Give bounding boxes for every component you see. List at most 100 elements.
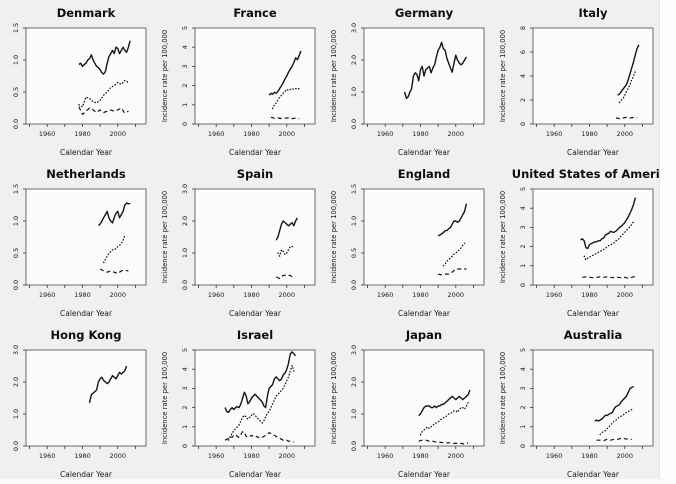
chart-title: Spain <box>237 167 273 181</box>
y-tick-label: 4 <box>519 206 527 210</box>
y-tick-label: 1.5 <box>350 184 358 194</box>
x-tick-label: 1980 <box>74 291 91 299</box>
dotted-series-line <box>599 408 633 436</box>
dotted-series-line <box>419 402 469 436</box>
x-tick-label: 1980 <box>581 291 598 299</box>
dotted-series-line <box>277 245 295 257</box>
dashed-series-line <box>596 437 632 442</box>
x-tick-label: 2000 <box>447 130 464 138</box>
chart-panel: Hong Kong 1960 1980 2000 0.0 1.0 2.0 3.0 Calenda… <box>0 322 155 483</box>
solid-series-line <box>617 44 640 96</box>
y-tick-label: 2.0 <box>181 216 189 226</box>
x-tick-label: 1960 <box>377 291 394 299</box>
x-tick-label: 2000 <box>616 291 633 299</box>
y-tick-label: 2.0 <box>350 55 358 65</box>
solid-series-line <box>275 217 299 241</box>
y-tick-label: 3 <box>181 64 189 68</box>
x-tick-label: 1960 <box>546 452 563 460</box>
y-tick-label: 0.5 <box>350 248 358 258</box>
dotted-series-line <box>271 87 300 110</box>
bottom-margin-strip <box>0 479 676 484</box>
plot-svg: Japan 1960 1980 2000 0.0 1.0 2.0 3.0 Calendar Ye… <box>330 328 485 479</box>
y-tick-label: 3.0 <box>350 345 358 355</box>
dotted-series-line <box>618 70 637 104</box>
y-tick-label: 1 <box>181 103 189 107</box>
x-tick-label: 2000 <box>278 291 295 299</box>
plot-svg: Netherlands 1960 1980 2000 0.0 0.5 1.0 1.5 Calen… <box>12 167 147 318</box>
x-tick-label: 1980 <box>581 452 598 460</box>
chart-title: Germany <box>395 6 454 20</box>
x-tick-label: 1980 <box>243 291 260 299</box>
x-tick-label: 1980 <box>412 130 429 138</box>
x-axis-label: Calendar Year <box>60 148 113 157</box>
chart-panel: Denmark 1960 1980 2000 0.0 0.5 1.0 1.5 Calendar … <box>0 0 155 161</box>
y-axis-label: Incidence rate per 100,000 <box>161 30 169 122</box>
x-tick-label: 1960 <box>377 130 394 138</box>
chart-title: Netherlands <box>46 167 126 181</box>
solid-series-line <box>224 351 297 414</box>
y-tick-label: 0 <box>181 122 189 126</box>
dashed-series-line <box>582 275 636 279</box>
chart-panel: Australia 1960 1980 2000 0 1 2 3 4 5 Calendar Year… <box>493 322 662 483</box>
y-tick-label: 3 <box>181 386 189 390</box>
x-tick-label: 2000 <box>109 291 126 299</box>
plot-svg: England 1960 1980 2000 0.0 0.5 1.0 1.5 Calendar … <box>330 167 485 318</box>
x-tick-label: 1980 <box>412 291 429 299</box>
plot-svg: United States of America 1960 1980 2000 0 1 2 3… <box>499 167 674 318</box>
solid-series-line <box>88 365 128 403</box>
plot-svg: Australia 1960 1980 2000 0 1 2 3 4 5 Calendar Year… <box>499 328 654 479</box>
y-tick-label: 0 <box>519 122 527 126</box>
solid-series-line <box>418 389 471 417</box>
solid-series-line <box>580 197 637 250</box>
x-axis-label: Calendar Year <box>567 470 620 479</box>
x-tick-label: 1960 <box>39 452 56 460</box>
y-tick-label: 4 <box>519 74 527 78</box>
dotted-series-line <box>78 79 130 108</box>
y-tick-label: 3 <box>519 225 527 229</box>
dashed-series-line <box>270 116 300 120</box>
y-tick-label: 3.0 <box>181 184 189 194</box>
y-axis-label: Incidence rate per 100,000 <box>161 352 169 444</box>
x-tick-label: 1960 <box>208 130 225 138</box>
x-axis-label: Calendar Year <box>398 148 451 157</box>
y-axis-label: Incidence rate per 100,000 <box>330 352 338 444</box>
y-tick-label: 1.0 <box>350 216 358 226</box>
x-tick-label: 1980 <box>74 130 91 138</box>
x-axis-label: Calendar Year <box>229 148 282 157</box>
right-margin-strip <box>659 0 676 484</box>
plot-svg: Germany 1960 1980 2000 0.0 1.0 2.0 3.0 Calendar … <box>330 6 485 157</box>
dashed-series-line <box>78 106 129 116</box>
y-tick-label: 0.0 <box>12 441 20 451</box>
solid-series-line <box>268 50 302 96</box>
y-tick-label: 1.0 <box>12 55 20 65</box>
x-tick-label: 2000 <box>109 130 126 138</box>
chart-title: Denmark <box>57 6 116 20</box>
plot-svg: Spain 1960 1980 2000 0.0 1.0 2.0 3.0 Calendar Ye… <box>161 167 316 318</box>
y-tick-label: 5 <box>181 26 189 30</box>
chart-title: Italy <box>579 6 608 20</box>
y-tick-label: 2.0 <box>350 377 358 387</box>
y-tick-label: 1 <box>519 264 527 268</box>
chart-panel: Spain 1960 1980 2000 0.0 1.0 2.0 3.0 Calendar Ye… <box>155 161 324 322</box>
plot-svg: France 1960 1980 2000 0 1 2 3 4 5 Calendar Year Inc… <box>161 6 316 157</box>
y-tick-label: 6 <box>519 50 527 54</box>
chart-title: France <box>233 6 277 20</box>
x-tick-label: 2000 <box>278 130 295 138</box>
x-axis-label: Calendar Year <box>60 309 113 318</box>
y-tick-label: 0.0 <box>12 280 20 290</box>
dotted-series-line <box>442 242 466 267</box>
solid-series-line <box>97 202 131 227</box>
chart-panel: United States of America 1960 1980 2000 0 1 2 3… <box>493 161 674 322</box>
x-tick-label: 1980 <box>74 452 91 460</box>
y-tick-label: 0.0 <box>350 119 358 129</box>
dotted-series-line <box>102 234 126 264</box>
x-axis-label: Calendar Year <box>60 470 113 479</box>
y-tick-label: 0 <box>181 444 189 448</box>
dashed-series-line <box>99 268 129 275</box>
x-tick-label: 1960 <box>39 130 56 138</box>
y-tick-label: 5 <box>181 348 189 352</box>
y-tick-label: 1.0 <box>350 87 358 97</box>
x-tick-label: 2000 <box>447 452 464 460</box>
plot-svg: Denmark 1960 1980 2000 0.0 0.5 1.0 1.5 Calendar … <box>12 6 147 157</box>
